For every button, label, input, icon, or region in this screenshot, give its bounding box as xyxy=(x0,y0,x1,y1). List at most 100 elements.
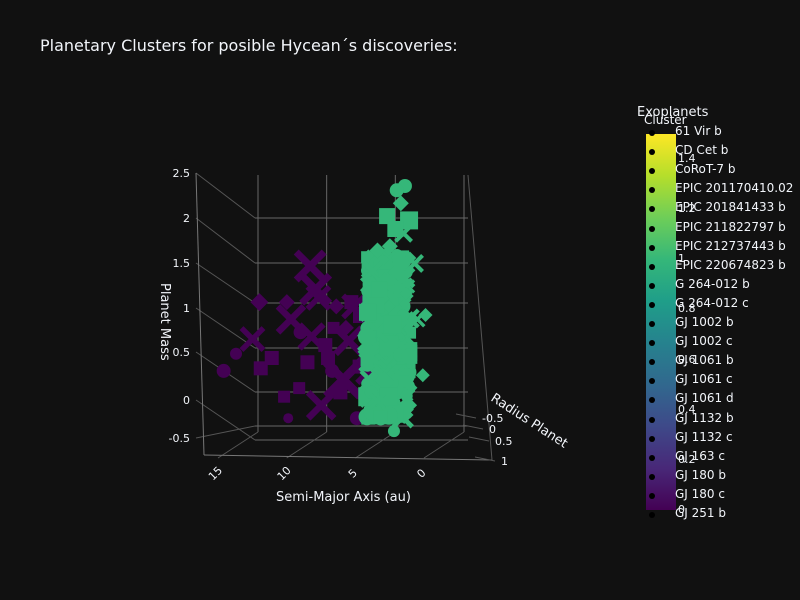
colorbar-tick-label: 0.4 xyxy=(678,402,696,416)
legend-marker-icon xyxy=(649,492,655,499)
grid-line xyxy=(195,217,256,264)
x-tick-label: 0 xyxy=(414,466,428,480)
data-point xyxy=(369,392,386,410)
data-point xyxy=(382,299,396,313)
data-point xyxy=(371,281,388,298)
grid-line xyxy=(423,431,465,459)
z-tick-label: 1 xyxy=(183,302,190,315)
legend-item-label: GJ 1002 c xyxy=(675,334,733,349)
legend-item-label: GJ 1132 c xyxy=(675,429,733,444)
legend-marker-icon xyxy=(649,206,655,213)
data-point xyxy=(216,363,231,378)
grid-line xyxy=(286,431,327,459)
axis-line xyxy=(203,454,493,461)
legend-marker-icon xyxy=(649,378,655,385)
data-point xyxy=(278,390,291,403)
data-point xyxy=(393,371,416,395)
grid-line xyxy=(195,172,256,219)
data-point xyxy=(401,348,418,365)
legend-marker-icon xyxy=(649,225,655,232)
legend-item-label: EPIC 211822797 b xyxy=(675,219,786,234)
data-point xyxy=(305,284,332,311)
data-point xyxy=(394,223,413,243)
legend-marker-icon xyxy=(649,263,655,270)
legend-item-label: GJ 180 c xyxy=(675,486,725,501)
colorbar-tick-label: 1.4 xyxy=(678,152,696,166)
axis-line xyxy=(467,174,493,461)
z-tick-label: 0.5 xyxy=(173,346,191,359)
data-point xyxy=(379,387,398,406)
data-point xyxy=(328,298,345,315)
data-point xyxy=(401,397,418,414)
legend-marker-icon xyxy=(649,244,655,251)
data-point xyxy=(387,425,400,438)
legend-item-label: GJ 1061 b xyxy=(675,353,734,368)
x-tick-label: 15 xyxy=(206,464,225,483)
legend-marker-icon xyxy=(649,301,655,308)
data-point xyxy=(333,325,364,357)
grid-lines xyxy=(195,172,496,462)
grid-line xyxy=(455,413,477,419)
data-point xyxy=(393,268,410,285)
legend-item-label: EPIC 212737443 b xyxy=(675,238,786,253)
legend-item-label: GJ 1061 c xyxy=(675,372,733,387)
legend-item-label: GJ 163 c xyxy=(675,448,725,463)
legend-item-label: GJ 1002 b xyxy=(675,315,734,329)
z-axis-label: Planet Mass xyxy=(157,283,172,361)
colorbar-tick-label: 0.8 xyxy=(678,302,696,316)
data-point xyxy=(375,371,395,391)
z-tick-label: 2 xyxy=(183,212,190,225)
data-point xyxy=(359,303,377,321)
axis-line xyxy=(195,172,205,456)
colorbar-tick-label: 1.2 xyxy=(678,202,696,216)
data-point xyxy=(364,385,378,399)
colorbar-title: Cluster xyxy=(644,113,687,127)
data-point xyxy=(264,351,279,365)
legend-item-label: 61 Vir b xyxy=(675,124,722,138)
legend-item-label: CoRoT-7 b xyxy=(675,162,736,177)
legend-item-label: G 264-012 c xyxy=(675,295,749,310)
data-point xyxy=(321,351,336,365)
data-point xyxy=(360,350,377,367)
legend-item-label: EPIC 201841433 b xyxy=(675,200,786,215)
grid-line xyxy=(195,307,256,349)
y-tick-label: 1 xyxy=(501,455,508,468)
legend-marker-icon xyxy=(649,130,655,136)
legend-marker-icon xyxy=(649,282,655,289)
z-tick-label: 2.5 xyxy=(173,167,191,180)
legend-marker-icon xyxy=(649,321,655,327)
data-point xyxy=(415,368,430,383)
x-axis-label: Semi-Major Axis (au) xyxy=(276,490,411,505)
data-point xyxy=(278,294,295,311)
data-point xyxy=(253,361,268,376)
legend-marker-icon xyxy=(649,416,655,423)
legend-marker-icon xyxy=(649,435,655,442)
legend-item-label: GJ 1061 d xyxy=(675,391,734,406)
data-point xyxy=(418,308,433,322)
data-point xyxy=(373,410,388,425)
legend-item-label: G 264-012 b xyxy=(675,276,750,291)
data-point xyxy=(250,293,269,312)
x-tick-label: 10 xyxy=(275,464,294,483)
legend-marker-icon xyxy=(649,397,655,404)
legend-item-label: CD Cet b xyxy=(675,143,729,158)
grid-line xyxy=(195,399,256,441)
colorbar-tick-label: 0 xyxy=(678,503,685,516)
colorbar-tick-label: 1 xyxy=(678,252,685,266)
data-point xyxy=(293,382,306,395)
colorbar-tick-label: 0.6 xyxy=(678,352,696,366)
data-point xyxy=(381,238,398,255)
y-tick-label: 0.5 xyxy=(495,435,513,448)
data-point xyxy=(299,272,333,306)
grid-line xyxy=(474,456,496,462)
data-point xyxy=(239,326,266,353)
chart-title: Planetary Clusters for posible Hycean´s … xyxy=(40,36,458,55)
data-point xyxy=(387,221,404,237)
legend-marker-icon xyxy=(649,512,655,518)
legend-marker-icon xyxy=(649,149,655,156)
data-point xyxy=(357,327,376,346)
data-point xyxy=(230,347,243,360)
colorbar-tick-label: 0.2 xyxy=(678,452,696,466)
